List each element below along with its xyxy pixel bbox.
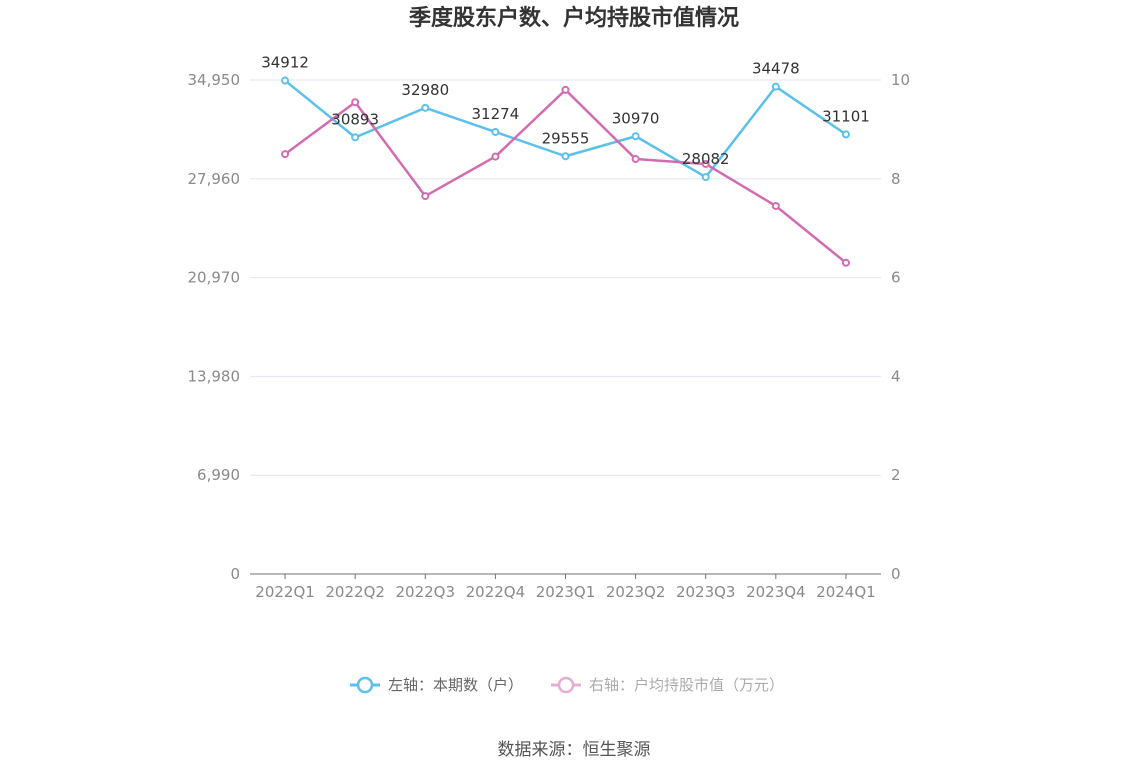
legend: 左轴：本期数（户） 右轴：户均持股市值（万元） [350,676,784,694]
left-axis-tick-label: 13,980 [188,367,241,385]
series-2-point[interactable] [421,192,430,201]
left-axis-tick-label: 0 [230,565,240,583]
x-axis-tick-label: 2022Q4 [466,583,526,601]
series-2-point[interactable] [701,159,710,168]
series-2-point[interactable] [281,150,290,159]
data-label: 30893 [331,110,379,128]
right-axis-tick-label: 10 [891,71,910,89]
left-axis-tick-label: 6,990 [197,466,240,484]
right-axis-tick-label: 8 [891,170,901,188]
legend-label: 右轴：户均持股市值（万元） [589,676,784,694]
series-1-point[interactable] [421,103,430,112]
x-axis-tick-label: 2023Q1 [536,583,596,601]
x-axis-tick-label: 2023Q4 [746,583,806,601]
x-axis-tick-label: 2022Q3 [396,583,456,601]
data-label: 34912 [261,54,309,72]
x-axis-tick-label: 2024Q1 [816,583,876,601]
right-axis-tick-label: 2 [891,466,901,484]
data-label: 34478 [752,60,800,78]
series-1-point[interactable] [491,127,500,136]
left-axis-tick-label: 27,960 [188,170,241,188]
data-label: 31101 [822,107,870,125]
label-layer: 34912 30893 32980 31274 29555 30970 28082 34478… [261,54,870,169]
grid-layer [250,79,881,476]
legend-item-2[interactable]: 右轴：户均持股市值（万元） [551,676,784,694]
series-1-point[interactable] [631,132,640,141]
data-label: 31274 [472,105,520,123]
x-axis-tick-label: 2023Q2 [606,583,666,601]
series-2-point[interactable] [491,152,500,161]
x-axis-tick-label: 2022Q2 [325,583,385,601]
right-axis-tick-label: 4 [891,367,901,385]
data-label: 30970 [612,109,660,127]
legend-circle-icon [557,676,575,694]
series-2-point[interactable] [561,85,570,94]
series-1-point[interactable] [351,133,360,142]
legend-label: 左轴：本期数（户） [388,676,523,694]
series-2-point[interactable] [771,201,780,210]
chart-title: 季度股东户数、户均持股市值情况 [409,5,739,31]
series-2-point[interactable] [631,155,640,164]
data-label: 32980 [401,81,449,99]
axis-layer: 0 6,990 13,980 20,970 27,960 34,950 0 2 4 6 8 10 202… [188,71,911,601]
left-axis-tick-label: 20,970 [188,269,241,287]
x-axis-tick-label: 2022Q1 [255,583,315,601]
data-label: 29555 [542,129,590,147]
left-axis-tick-label: 34,950 [188,71,241,89]
legend-circle-icon [356,676,374,694]
series-layer [281,76,850,267]
series-1-point[interactable] [281,76,290,85]
source-note: 数据来源：恒生聚源 [498,740,651,760]
data-label: 28082 [682,150,730,168]
series-1-point[interactable] [841,130,850,139]
legend-item-1[interactable]: 左轴：本期数（户） [350,676,523,694]
right-axis-tick-label: 0 [891,565,901,583]
series-1-point[interactable] [561,152,570,161]
series-1-point[interactable] [701,173,710,182]
right-axis-tick-label: 6 [891,269,901,287]
series-2-point[interactable] [351,98,360,107]
x-axis-tick-label: 2023Q3 [676,583,736,601]
series-1-point[interactable] [771,82,780,91]
series-2-point[interactable] [841,258,850,267]
